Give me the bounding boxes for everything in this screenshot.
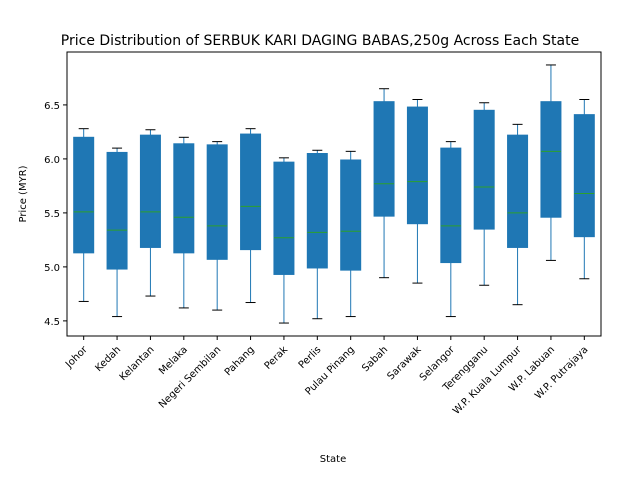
box-9 bbox=[373, 88, 395, 279]
x-tick-label: Melaka bbox=[157, 344, 190, 377]
x-tick-label: Sabah bbox=[360, 344, 390, 374]
box-body bbox=[406, 106, 428, 225]
y-tick-label: 5.5 bbox=[44, 209, 60, 220]
x-tick-label: Perlis bbox=[297, 344, 324, 371]
boxes-layer bbox=[73, 64, 595, 324]
box-body bbox=[440, 147, 462, 264]
box-5 bbox=[240, 128, 262, 304]
box-1 bbox=[106, 147, 128, 318]
box-6 bbox=[273, 157, 295, 324]
box-11 bbox=[440, 141, 462, 318]
box-7 bbox=[306, 149, 328, 320]
box-body bbox=[173, 143, 195, 254]
x-tick-label: Kedah bbox=[93, 344, 123, 374]
box-0 bbox=[73, 128, 95, 302]
y-tick-label: 4.5 bbox=[44, 317, 60, 328]
x-tick-label: Perak bbox=[263, 344, 291, 372]
y-tick-label: 5.0 bbox=[44, 263, 60, 274]
box-body bbox=[306, 153, 328, 269]
box-8 bbox=[340, 150, 362, 318]
box-body bbox=[206, 144, 228, 260]
box-10 bbox=[406, 99, 428, 284]
box-body bbox=[106, 151, 128, 270]
x-axis-label: State bbox=[320, 454, 346, 465]
box-body bbox=[273, 161, 295, 275]
box-body bbox=[340, 159, 362, 271]
box-4 bbox=[206, 141, 228, 311]
box-13 bbox=[507, 123, 529, 306]
y-tick-label: 6.5 bbox=[44, 101, 60, 112]
y-axis: 4.5 5.0 5.5 6.0 6.5 bbox=[44, 101, 67, 328]
y-tick-label: 6.0 bbox=[44, 155, 60, 166]
box-body bbox=[373, 101, 395, 217]
box-12 bbox=[473, 102, 495, 286]
box-body bbox=[139, 134, 161, 248]
box-body bbox=[540, 101, 562, 218]
x-tick-label: Kelantan bbox=[118, 344, 157, 383]
x-tick-label: Negeri Sembilan bbox=[157, 344, 223, 410]
box-body bbox=[573, 114, 595, 238]
box-14 bbox=[540, 64, 562, 261]
box-body bbox=[240, 133, 262, 251]
box-body bbox=[507, 134, 529, 248]
plot-frame bbox=[66, 51, 602, 337]
box-15 bbox=[573, 99, 595, 280]
chart-title: Price Distribution of SERBUK KARI DAGING… bbox=[61, 33, 579, 49]
box-2 bbox=[139, 129, 161, 297]
x-tick-label: Johor bbox=[63, 344, 90, 371]
box-body bbox=[73, 136, 95, 254]
x-tick-label: Pahang bbox=[223, 344, 257, 378]
y-axis-label: Price (MYR) bbox=[18, 165, 29, 222]
box-3 bbox=[173, 136, 195, 309]
box-body bbox=[473, 109, 495, 230]
